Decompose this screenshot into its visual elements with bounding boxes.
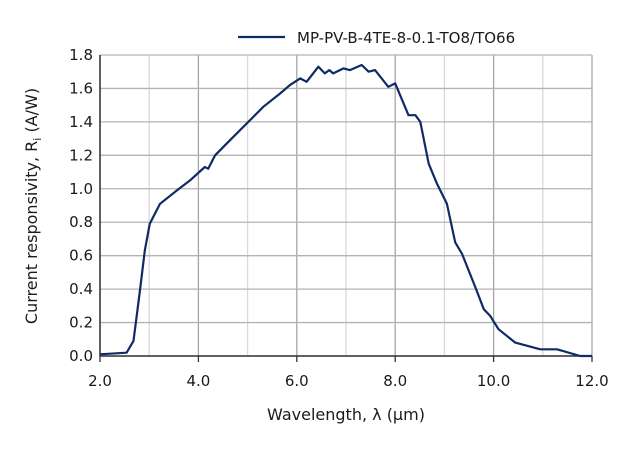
- y-label-main: Current responsivity, R: [22, 141, 41, 324]
- grid: [99, 54, 593, 357]
- y-tick-label: 1.6: [69, 79, 93, 97]
- legend: MP-PV-B-4TE-8-0.1-TO8/TO66: [238, 29, 515, 47]
- x-tick-label: 6.0: [285, 372, 309, 390]
- y-tick-label: 1.2: [69, 146, 93, 164]
- y-tick-label: 0.6: [69, 247, 93, 265]
- axes: [99, 55, 593, 362]
- x-tick-label: 2.0: [88, 372, 112, 390]
- y-tick-label: 1.8: [69, 46, 93, 64]
- y-label-unit: (A/W): [22, 88, 41, 138]
- series-line: [99, 63, 592, 358]
- y-tick-label: 1.0: [69, 180, 93, 198]
- y-label-sub: i: [31, 138, 44, 141]
- y-tick-label: 0.0: [69, 347, 93, 365]
- x-tick-label: 12.0: [575, 372, 608, 390]
- y-tick-label: 0.2: [69, 314, 93, 332]
- y-tick-label: 0.4: [69, 280, 93, 298]
- y-tick-label: 0.8: [69, 213, 93, 231]
- x-tick-label: 4.0: [186, 372, 210, 390]
- x-axis-label: Wavelength, λ (µm): [267, 405, 425, 424]
- y-tick-label: 1.4: [69, 113, 93, 131]
- y-axis-label: Current responsivity, Ri (A/W): [22, 88, 44, 324]
- legend-label: MP-PV-B-4TE-8-0.1-TO8/TO66: [297, 29, 515, 47]
- x-tick-label: 10.0: [477, 372, 510, 390]
- tick-labels: 0.0 0.2 0.4 0.6 0.8 1.0 1.2 1.4 1.6 1.8 2.0 4.0 6.0 8…: [69, 46, 609, 390]
- x-tick-label: 8.0: [383, 372, 407, 390]
